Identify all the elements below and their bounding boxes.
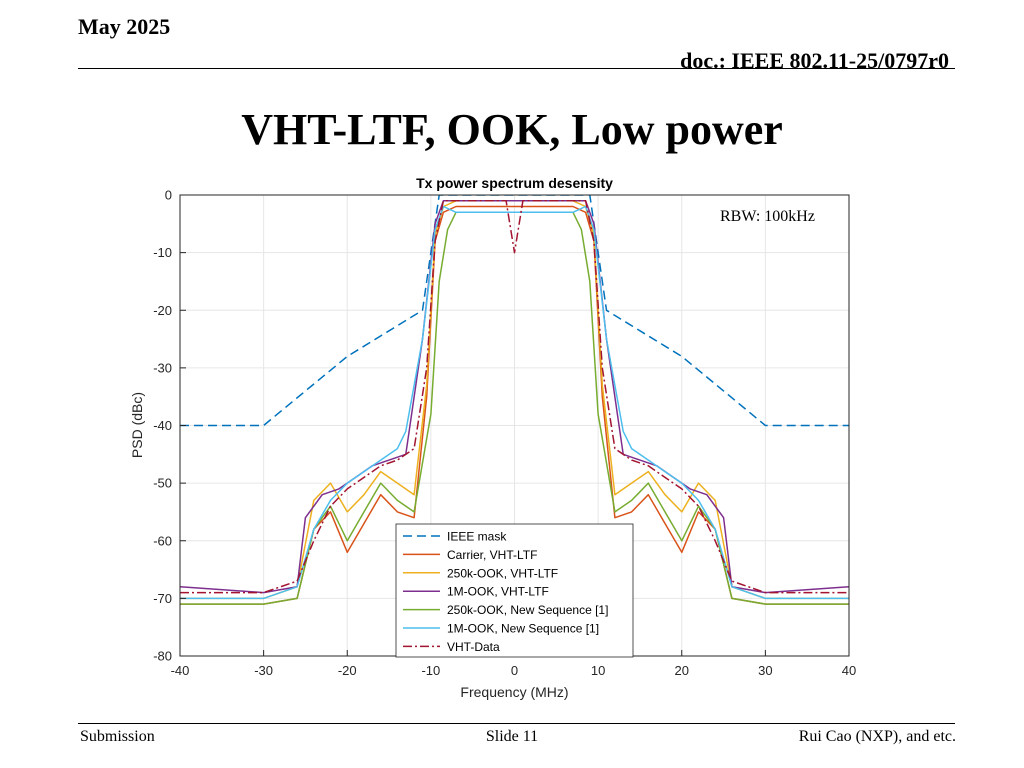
footer-rule	[78, 723, 955, 724]
header-rule	[78, 68, 955, 69]
chart-legend: IEEE mask Carrier, VHT-LTF 250k-OOK, VHT-L…	[395, 523, 634, 658]
series-line-6	[180, 200, 849, 594]
footer-slide-number: Slide 11	[485, 728, 539, 745]
series-line-3	[180, 200, 849, 594]
legend-entry: 250k-OOK, New Sequence [1]	[447, 603, 608, 617]
x-tick-label: 30	[758, 663, 772, 678]
x-tick-label: 40	[842, 663, 856, 678]
slide-title: VHT-LTF, OOK, Low power	[241, 105, 783, 154]
legend-entry: Carrier, VHT-LTF	[447, 548, 537, 562]
header-date: May 2025	[78, 14, 171, 39]
x-tick-label: -40	[171, 663, 190, 678]
x-tick-label: -10	[421, 663, 440, 678]
y-tick-label: -70	[153, 591, 172, 606]
rbw-annotation: RBW: 100kHz	[720, 208, 815, 225]
legend-entry: IEEE mask	[447, 530, 507, 544]
series-line-0	[180, 195, 849, 427]
y-tick-label: -80	[153, 649, 172, 664]
x-tick-label: -20	[338, 663, 357, 678]
y-tick-label: 0	[165, 188, 172, 203]
x-tick-label: -30	[254, 663, 273, 678]
y-tick-label: -50	[153, 476, 172, 491]
legend-entry: VHT-Data	[447, 640, 500, 654]
y-tick-label: -60	[153, 533, 172, 548]
legend-entry: 1M-OOK, New Sequence [1]	[447, 622, 599, 636]
y-tick-label: -30	[153, 360, 172, 375]
series-line-5	[180, 205, 849, 600]
chart-title: Tx power spectrum desensity	[416, 175, 613, 191]
y-tick-label: -20	[153, 303, 172, 318]
x-tick-label: 20	[675, 663, 689, 678]
y-tick-label: -40	[153, 418, 172, 433]
footer-author: Rui Cao (NXP), and etc.	[798, 728, 956, 745]
series-line-1	[180, 205, 849, 605]
x-tick-label: 10	[591, 663, 605, 678]
footer-submission: Submission	[80, 728, 155, 745]
y-axis-label: PSD (dBc)	[129, 392, 145, 458]
legend-entry: 1M-OOK, VHT-LTF	[447, 585, 549, 599]
x-tick-label: 0	[511, 663, 518, 678]
legend-entry: 250k-OOK, VHT-LTF	[447, 566, 558, 580]
x-axis-label: Frequency (MHz)	[460, 684, 568, 700]
y-tick-label: -10	[153, 245, 172, 260]
